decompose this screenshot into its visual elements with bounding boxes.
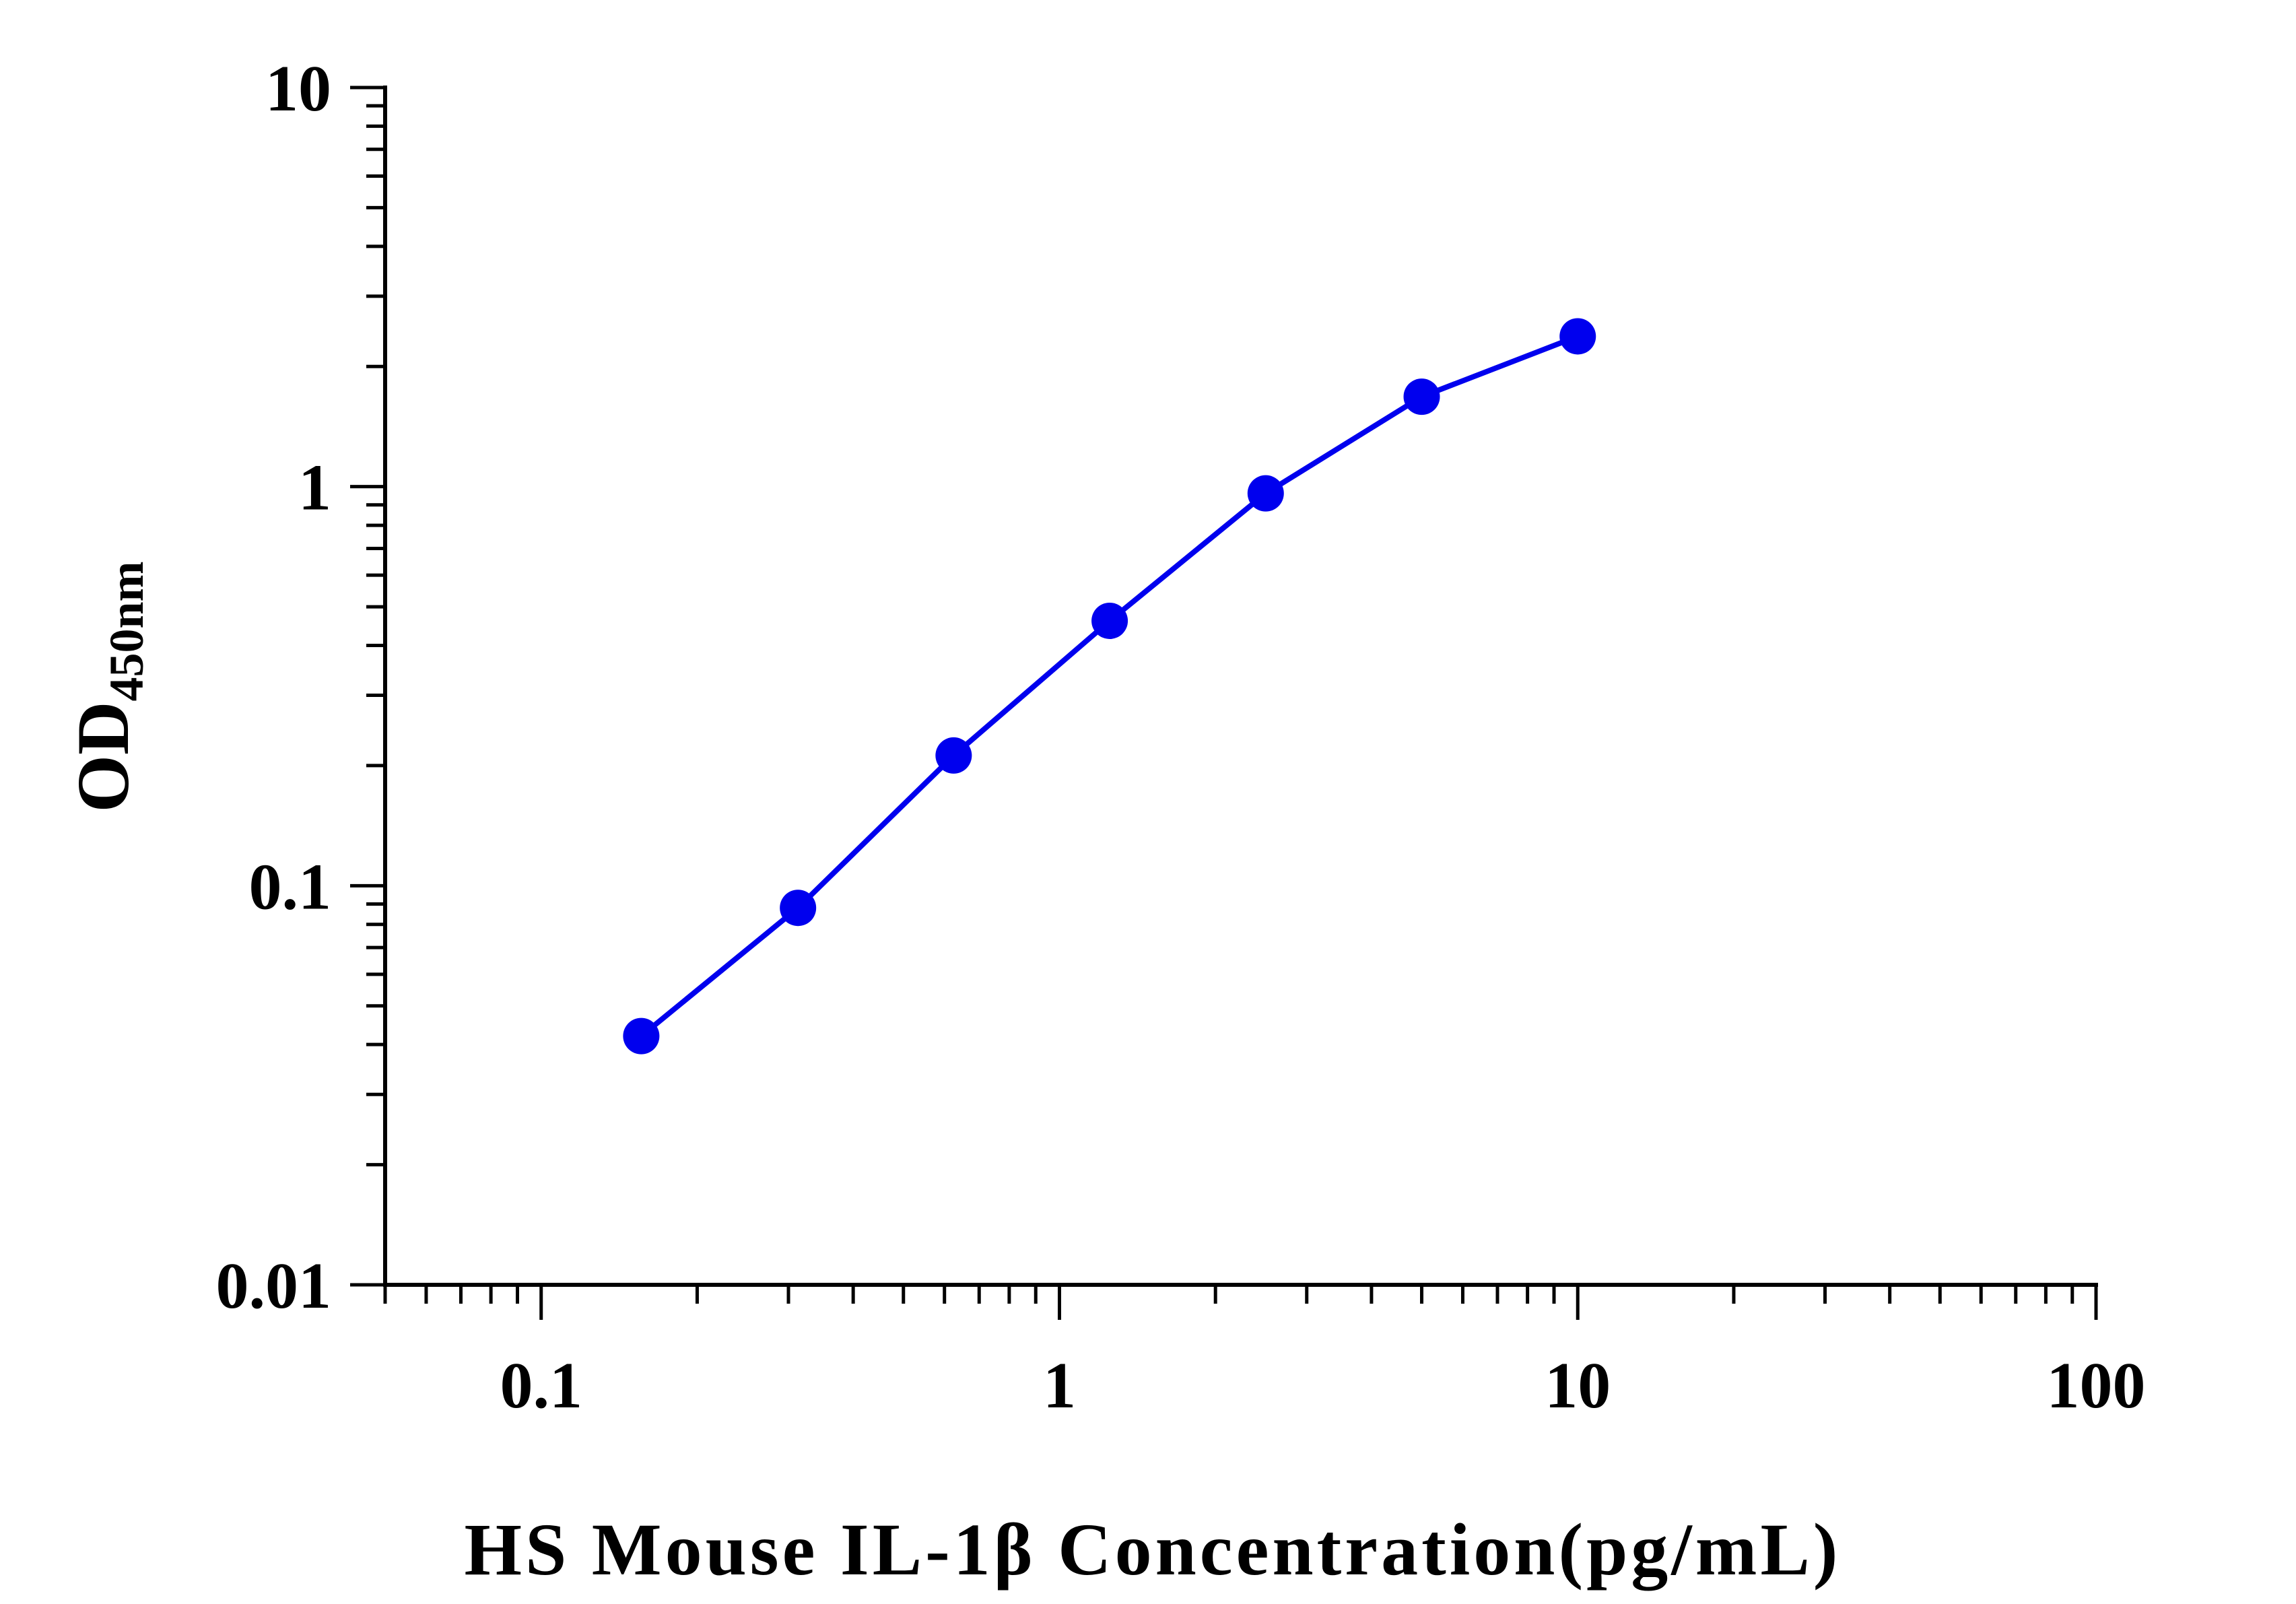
x-axis-title: HS Mouse IL-1β Concentration(pg/mL) (465, 1508, 1842, 1591)
data-point (1247, 475, 1284, 512)
y-tick-label: 0.01 (216, 1250, 332, 1323)
x-tick-label: 0.1 (500, 1349, 582, 1422)
y-axis-title: OD450nm (62, 561, 154, 812)
data-point (1403, 378, 1440, 415)
y-axis-title-main: OD (62, 702, 144, 813)
data-point (1559, 318, 1596, 355)
x-tick-label: 100 (2047, 1349, 2146, 1422)
series-layer (623, 318, 1596, 1055)
y-tick-label: 0.1 (249, 850, 332, 923)
data-point (1091, 602, 1128, 639)
y-axis-major-ticks (350, 86, 385, 1287)
x-axis-major-ticks (539, 1285, 2098, 1320)
x-tick-label: 1 (1043, 1349, 1076, 1422)
y-tick-label: 10 (265, 53, 331, 125)
series-line (639, 333, 1579, 1038)
data-point (780, 890, 817, 927)
x-tick-label: 10 (1545, 1349, 1611, 1422)
x-axis-minor-ticks (383, 1285, 2074, 1304)
y-tick-label: 1 (298, 452, 331, 525)
y-axis-minor-ticks (366, 104, 385, 1167)
y-axis-title-subscript: 450nm (100, 561, 154, 701)
data-point (935, 737, 972, 774)
y-axis-tick-labels: 0.01 0.1 1 10 (216, 53, 332, 1323)
x-axis-tick-labels: 0.1 1 10 100 (500, 1349, 2145, 1422)
data-point (623, 1017, 660, 1055)
